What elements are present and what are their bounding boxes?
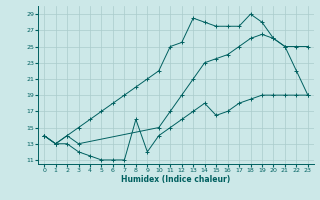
X-axis label: Humidex (Indice chaleur): Humidex (Indice chaleur) bbox=[121, 175, 231, 184]
